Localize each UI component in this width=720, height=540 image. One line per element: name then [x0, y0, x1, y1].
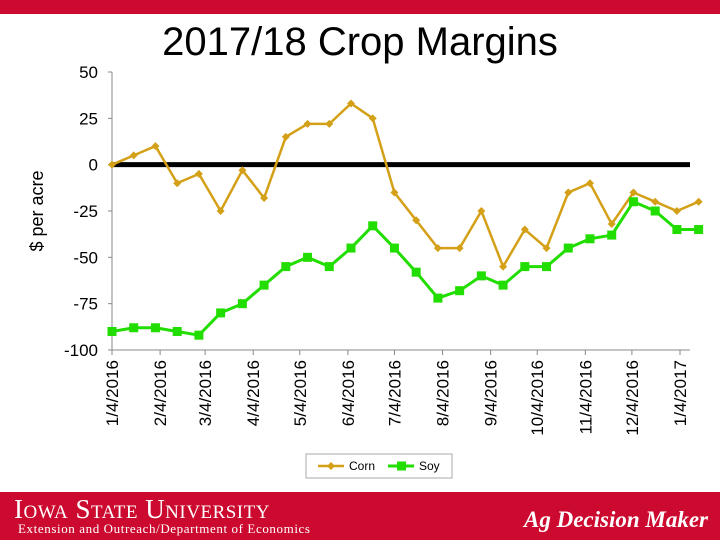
chart-legend: Corn Soy	[305, 453, 453, 479]
corn-point	[346, 99, 355, 108]
corn-legend-marker	[327, 462, 335, 470]
soy-point	[281, 262, 291, 272]
x-tick-label: 4/4/2016	[244, 360, 263, 426]
soy-point	[172, 326, 182, 336]
soy-point	[563, 243, 573, 253]
corn-series	[108, 99, 703, 271]
corn-point	[651, 197, 660, 206]
corn-point	[281, 132, 290, 141]
corn-point	[216, 207, 225, 215]
soy-point	[237, 299, 247, 309]
soy-point	[672, 225, 682, 235]
soy-point	[303, 252, 313, 262]
chart-title: 2017/18 Crop Margins	[162, 20, 558, 64]
corn-point	[499, 262, 508, 271]
soy-point	[607, 230, 617, 240]
corn-point	[455, 244, 464, 253]
corn-point	[585, 179, 594, 188]
corn-point	[694, 197, 703, 206]
corn-point	[542, 244, 551, 253]
corn-point	[194, 169, 203, 178]
soy-point	[346, 243, 356, 253]
soy-point	[389, 243, 399, 253]
soy-point	[368, 221, 378, 231]
soy-point	[498, 280, 508, 290]
top-accent-bar	[0, 0, 720, 14]
x-tick-label: 5/4/2016	[291, 360, 310, 426]
x-tick-label: 8/4/2016	[434, 360, 453, 426]
corn-point	[520, 225, 529, 234]
soy-point	[324, 262, 334, 272]
corn-point	[129, 151, 138, 160]
chart-axes: 50 25 0 -25 -50 -75 -100 $ per acre 1/4/2016 2/4/…	[27, 63, 690, 436]
soy-point	[628, 197, 638, 207]
corn-point	[607, 219, 616, 228]
corn-point	[238, 166, 247, 175]
soy-series	[107, 197, 704, 340]
y-tick-label: -100	[64, 341, 98, 360]
x-tick-label: 7/4/2016	[385, 360, 404, 426]
y-tick-label: -75	[73, 295, 98, 314]
x-tick-label: 6/4/2016	[339, 360, 358, 426]
soy-point	[455, 286, 465, 296]
y-tick-label: -25	[73, 202, 98, 221]
corn-point	[368, 114, 377, 123]
corn-line	[111, 101, 700, 270]
chart-series	[107, 99, 704, 340]
corn-point	[477, 207, 486, 215]
x-tick-label: 11/4/2016	[576, 360, 595, 434]
soy-point	[520, 262, 530, 272]
corn-legend-label: Corn	[349, 459, 375, 473]
corn-point	[629, 188, 638, 197]
y-tick-label: -50	[73, 248, 98, 267]
x-tick-label: 12/4/2016	[623, 360, 642, 436]
corn-point	[108, 160, 116, 169]
soy-point	[107, 326, 117, 336]
corn-point	[564, 188, 573, 197]
soy-point	[433, 293, 443, 303]
x-tick-label: 1/4/2016	[103, 360, 122, 426]
university-logo: Iowa State University	[14, 494, 270, 524]
soy-point	[129, 323, 139, 333]
soy-legend-marker	[397, 461, 406, 471]
ag-decision-maker-logo: Ag Decision Maker	[524, 507, 708, 532]
y-tick-label: 0	[89, 156, 98, 175]
soy-point	[194, 330, 204, 340]
x-tick-label: 9/4/2016	[482, 360, 501, 426]
soy-line	[111, 199, 699, 337]
soy-point	[585, 234, 595, 244]
x-tick-label: 3/4/2016	[196, 360, 215, 426]
soy-point	[650, 206, 660, 216]
corn-point	[433, 244, 442, 253]
corn-point	[390, 188, 399, 197]
corn-point	[260, 194, 269, 203]
y-axis-label: $ per acre	[27, 170, 47, 251]
corn-point	[672, 207, 681, 215]
x-tick-label: 2/4/2016	[151, 360, 170, 426]
y-tick-label: 25	[79, 109, 98, 128]
corn-point	[412, 216, 421, 225]
soy-point	[150, 323, 160, 333]
soy-point	[476, 271, 486, 281]
x-tick-label: 10/4/2016	[528, 360, 547, 436]
soy-legend-label: Soy	[419, 459, 440, 473]
soy-point	[694, 225, 704, 235]
y-tick-label: 50	[79, 63, 98, 82]
corn-point	[151, 142, 160, 151]
soy-point	[411, 267, 421, 277]
soy-point	[259, 280, 269, 290]
x-tick-label: 1/4/2017	[671, 360, 690, 426]
footer-bar	[0, 492, 720, 540]
corn-point	[303, 119, 312, 128]
department-label: Extension and Outreach/Department of Eco…	[18, 521, 311, 536]
corn-point	[325, 119, 334, 128]
crop-margins-chart: 50 25 0 -25 -50 -75 -100 $ per acre 1/4/2016 2/4/…	[27, 63, 704, 479]
soy-point	[542, 262, 552, 272]
corn-point	[173, 179, 182, 188]
soy-point	[216, 308, 226, 318]
